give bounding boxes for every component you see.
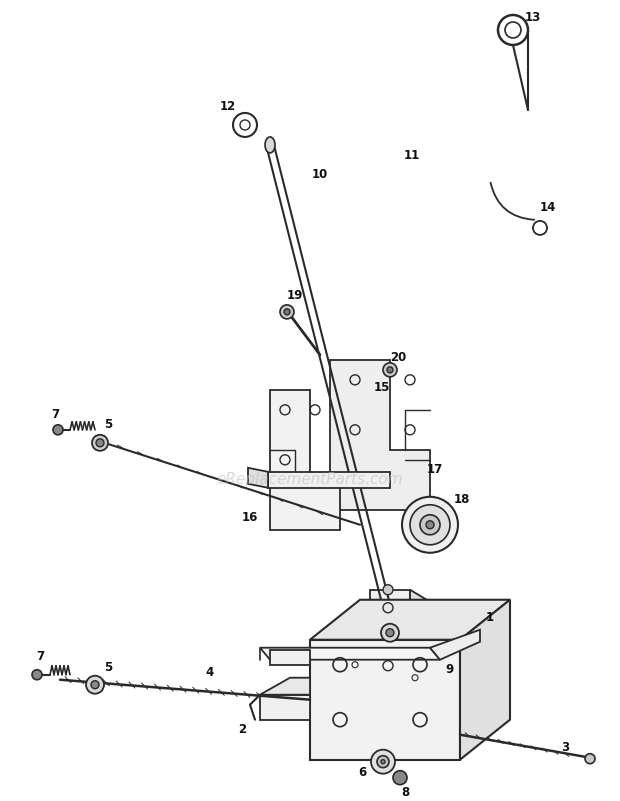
- Text: 1: 1: [486, 611, 494, 624]
- Circle shape: [371, 750, 395, 774]
- Text: eReplacementParts.com: eReplacementParts.com: [216, 473, 404, 487]
- Text: 11: 11: [404, 150, 420, 163]
- Polygon shape: [310, 600, 510, 640]
- Circle shape: [53, 425, 63, 435]
- Text: 14: 14: [540, 201, 556, 215]
- Circle shape: [387, 367, 393, 372]
- Circle shape: [92, 435, 108, 451]
- Text: 8: 8: [401, 786, 409, 799]
- Circle shape: [410, 505, 450, 545]
- Circle shape: [284, 309, 290, 315]
- Circle shape: [377, 755, 389, 767]
- Text: 13: 13: [525, 11, 541, 25]
- Circle shape: [280, 305, 294, 319]
- Circle shape: [402, 497, 458, 553]
- Polygon shape: [370, 590, 410, 680]
- Polygon shape: [460, 600, 510, 759]
- Circle shape: [420, 515, 440, 535]
- Text: 15: 15: [374, 381, 390, 394]
- Circle shape: [383, 363, 397, 376]
- Text: 2: 2: [238, 723, 246, 736]
- Text: 10: 10: [312, 168, 328, 181]
- Polygon shape: [330, 360, 430, 509]
- Polygon shape: [248, 468, 268, 488]
- Text: 17: 17: [427, 463, 443, 477]
- Polygon shape: [430, 630, 480, 660]
- Circle shape: [381, 759, 385, 763]
- Circle shape: [393, 771, 407, 785]
- Text: 3: 3: [561, 741, 569, 755]
- Circle shape: [32, 670, 42, 680]
- Polygon shape: [410, 590, 435, 694]
- Text: 19: 19: [287, 289, 303, 302]
- Circle shape: [383, 585, 393, 595]
- Circle shape: [426, 521, 434, 529]
- Text: 5: 5: [104, 418, 112, 431]
- Circle shape: [86, 676, 104, 694]
- Polygon shape: [270, 390, 340, 529]
- Polygon shape: [260, 694, 310, 719]
- Circle shape: [381, 624, 399, 642]
- Polygon shape: [260, 648, 440, 660]
- Polygon shape: [270, 650, 310, 665]
- Text: 18: 18: [454, 493, 470, 506]
- Text: 9: 9: [446, 663, 454, 676]
- Ellipse shape: [265, 137, 275, 153]
- Text: 12: 12: [220, 100, 236, 114]
- Text: 5: 5: [104, 661, 112, 674]
- Circle shape: [585, 754, 595, 763]
- Text: 4: 4: [206, 666, 214, 679]
- Text: 6: 6: [358, 767, 366, 779]
- Text: 20: 20: [390, 352, 406, 364]
- Circle shape: [96, 439, 104, 447]
- Text: 16: 16: [242, 511, 258, 525]
- Circle shape: [386, 629, 394, 637]
- Circle shape: [91, 681, 99, 689]
- Polygon shape: [310, 640, 460, 759]
- Polygon shape: [260, 678, 310, 694]
- Polygon shape: [268, 472, 390, 488]
- Text: 7: 7: [36, 650, 44, 663]
- Text: 7: 7: [51, 409, 59, 421]
